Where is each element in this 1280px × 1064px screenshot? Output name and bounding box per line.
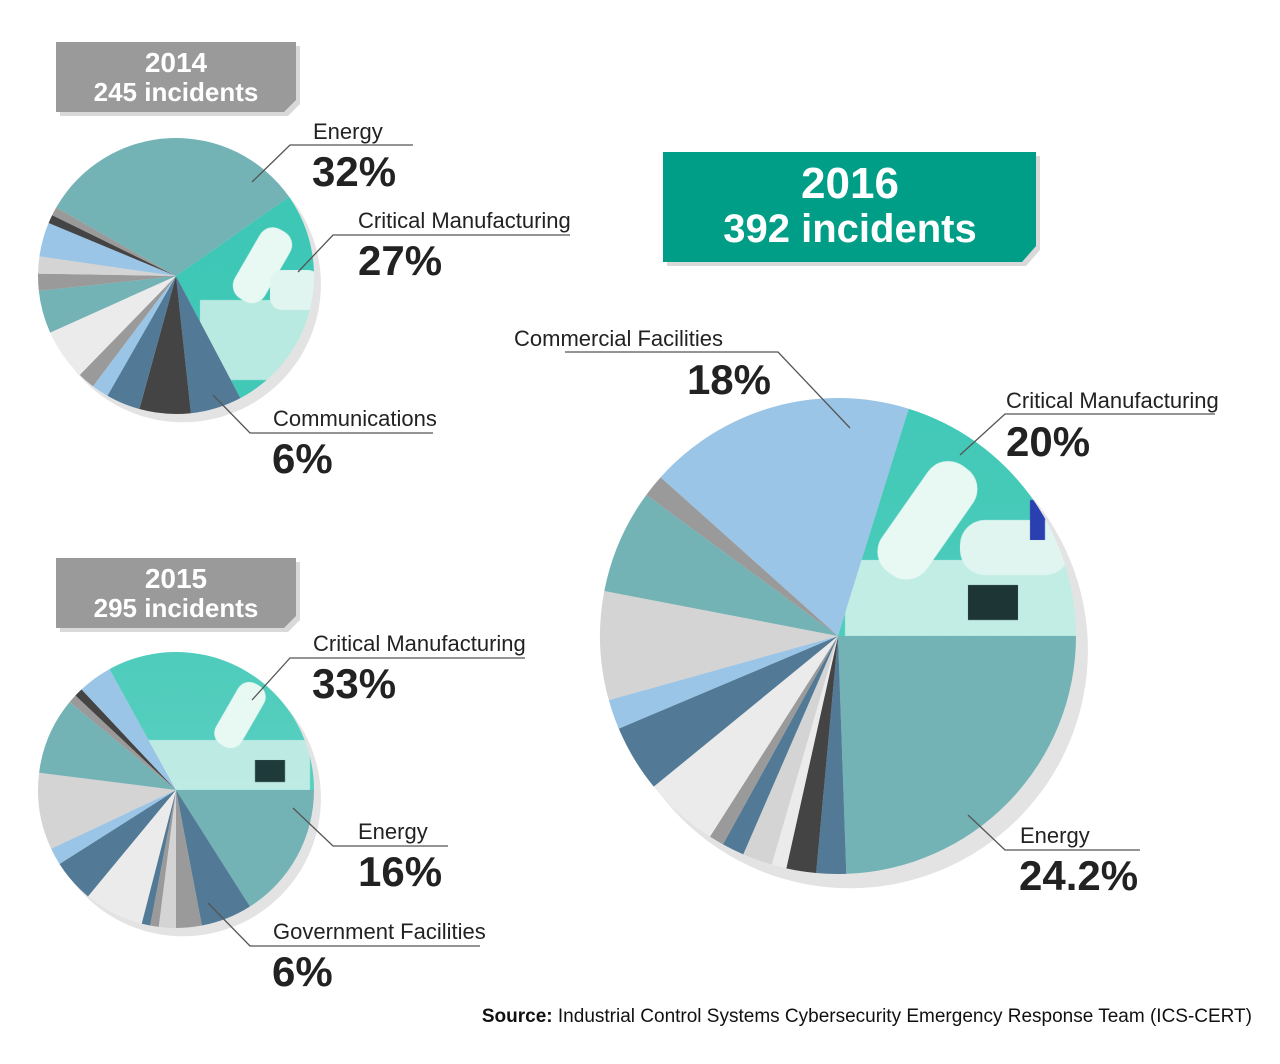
pie-slice-other <box>51 790 176 864</box>
pie-slice-other <box>48 215 177 276</box>
label-commercial-facilities-2016: Commercial Facilities <box>514 326 723 351</box>
pct-critical-manufacturing-2014: 27% <box>358 237 442 284</box>
pie-slice-other <box>38 256 176 276</box>
pie-slice-energy <box>176 790 314 907</box>
pie-slice-other <box>38 772 177 849</box>
pie-slice-other <box>600 590 838 701</box>
pie-slice-critical-manufacturing <box>838 408 1076 636</box>
label-energy-2016: Energy <box>1020 823 1090 848</box>
pie-slice-other <box>743 636 838 865</box>
pie-slice-other <box>646 477 838 636</box>
pct-critical-manufacturing-2016: 20% <box>1006 418 1090 465</box>
pie-slice-other <box>604 494 838 636</box>
source-text: Industrial Control Systems Cybersecurity… <box>558 1006 1252 1027</box>
label-critical-manufacturing-2016: Critical Manufacturing <box>1006 388 1219 413</box>
pie-slice-energy <box>838 636 1076 874</box>
pie-slice-other <box>59 790 177 897</box>
leader-line <box>565 351 851 429</box>
pie-slice-energy <box>56 138 290 276</box>
pie-slice-other <box>79 276 176 387</box>
pie-slice-other <box>88 790 176 924</box>
pct-energy-2016: 24.2% <box>1019 852 1138 899</box>
header-box-2016: 2016 392 incidents <box>663 152 1040 266</box>
leader-line <box>967 814 1140 851</box>
pct-energy-2014: 32% <box>312 148 396 195</box>
label-government-facilities-2015: Government Facilities <box>273 919 486 944</box>
pct-energy-2015: 16% <box>358 848 442 895</box>
leader-line <box>959 413 1215 456</box>
label-critical-manufacturing-2015: Critical Manufacturing <box>313 631 526 656</box>
pie-slice-other <box>618 636 838 787</box>
pct-commercial-facilities-2016: 18% <box>687 356 771 403</box>
year-2015: 2015 <box>145 563 207 594</box>
pie-slice-commercial-facilities <box>660 398 909 636</box>
pie-slice-other <box>52 207 176 276</box>
year-2016: 2016 <box>801 159 899 208</box>
label-critical-manufacturing-2014: Critical Manufacturing <box>358 208 571 233</box>
pie-slice-other <box>50 276 176 375</box>
pie-2016 <box>600 398 1088 889</box>
pie-slice-other <box>176 790 202 929</box>
pct-critical-manufacturing-2015: 33% <box>312 660 396 707</box>
pie-slice-other <box>141 790 176 926</box>
pie-slice-other <box>39 702 177 790</box>
pie-slice-critical-manufacturing <box>109 652 314 790</box>
pie-2014 <box>37 138 321 423</box>
incidents-2015: 295 incidents <box>94 593 259 623</box>
leader-line <box>207 902 480 947</box>
pct-communications-2014: 6% <box>272 435 333 482</box>
pie-slice-other <box>107 276 176 410</box>
pie-slice-critical-manufacturing <box>176 196 314 399</box>
pie-slice-other <box>38 276 177 333</box>
pie-slice-other <box>786 636 838 873</box>
pie-slice-other <box>709 636 838 845</box>
pie-slice-other <box>608 636 838 729</box>
pie-slice-other <box>653 636 838 837</box>
source-note: Source: Industrial Control Systems Cyber… <box>482 1006 1252 1027</box>
leader-line <box>251 657 525 701</box>
pie-slice-other <box>150 790 176 927</box>
pie-slice-other <box>81 669 176 790</box>
pie-slice-government-facilities <box>176 790 250 926</box>
header-box-2015: 2015 295 incidents <box>56 558 300 632</box>
label-communications-2014: Communications <box>273 406 437 431</box>
year-2014: 2014 <box>145 47 208 78</box>
pie-slice-other <box>816 636 847 875</box>
source-prefix: Source: <box>482 1006 553 1027</box>
pie-slice-other <box>771 636 838 869</box>
pie-slice-other <box>39 222 176 276</box>
pie-slice-other <box>69 695 176 790</box>
incidents-2014: 245 incidents <box>94 77 259 107</box>
label-energy-2014: Energy <box>313 119 383 144</box>
leader-line <box>212 394 433 434</box>
incidents-2016: 392 incidents <box>723 207 976 251</box>
pie-slice-communications <box>176 276 241 414</box>
label-energy-2015: Energy <box>358 819 428 844</box>
leader-line <box>292 807 448 847</box>
pie-slice-other <box>92 276 176 396</box>
pie-slice-other <box>722 636 838 855</box>
pie-2015 <box>38 652 321 937</box>
pie-slice-other <box>158 790 176 929</box>
pie-slice-other <box>37 273 176 291</box>
pie-slice-other <box>139 276 191 414</box>
pct-government-facilities-2015: 6% <box>272 948 333 995</box>
header-box-2014: 2014 245 incidents <box>56 42 300 116</box>
leader-line <box>297 234 570 273</box>
pie-slice-other <box>75 689 176 790</box>
leader-line <box>251 144 413 183</box>
